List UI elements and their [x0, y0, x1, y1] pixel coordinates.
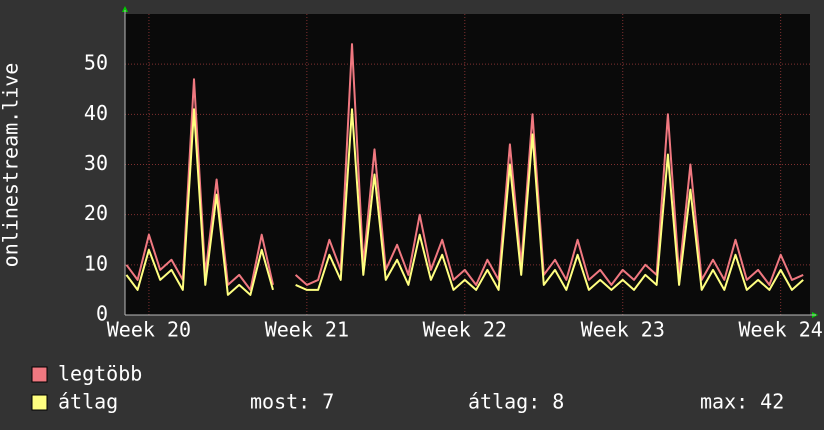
y-tick-label: 50	[84, 51, 108, 75]
legend-swatch	[31, 394, 48, 411]
stat-value: 42	[760, 390, 784, 414]
stat-label: most:	[250, 390, 310, 414]
x-tick-label: Week 21	[265, 318, 349, 342]
stat-label: átlag:	[468, 390, 540, 414]
y-tick-label: 0	[96, 302, 108, 326]
legend-label: legtöbb	[58, 362, 142, 386]
x-tick-label: Week 22	[423, 318, 507, 342]
y-tick-label: 20	[84, 201, 108, 225]
x-tick-label: Week 20	[107, 318, 191, 342]
legend-swatch	[31, 366, 48, 383]
y-axis-label: onlinestream.live	[0, 63, 23, 268]
series-line	[125, 108, 804, 296]
series-line	[125, 43, 804, 291]
stat-value: 8	[552, 390, 564, 414]
y-tick-label: 10	[84, 251, 108, 275]
y-tick-label: 40	[84, 101, 108, 125]
axis-arrow	[122, 6, 128, 12]
x-tick-label: Week 23	[581, 318, 665, 342]
stat-value: 7	[322, 390, 334, 414]
stat-label: max:	[700, 390, 748, 414]
legend-label: átlag	[58, 390, 118, 414]
y-tick-label: 30	[84, 151, 108, 175]
x-tick-label: Week 24	[739, 318, 823, 342]
